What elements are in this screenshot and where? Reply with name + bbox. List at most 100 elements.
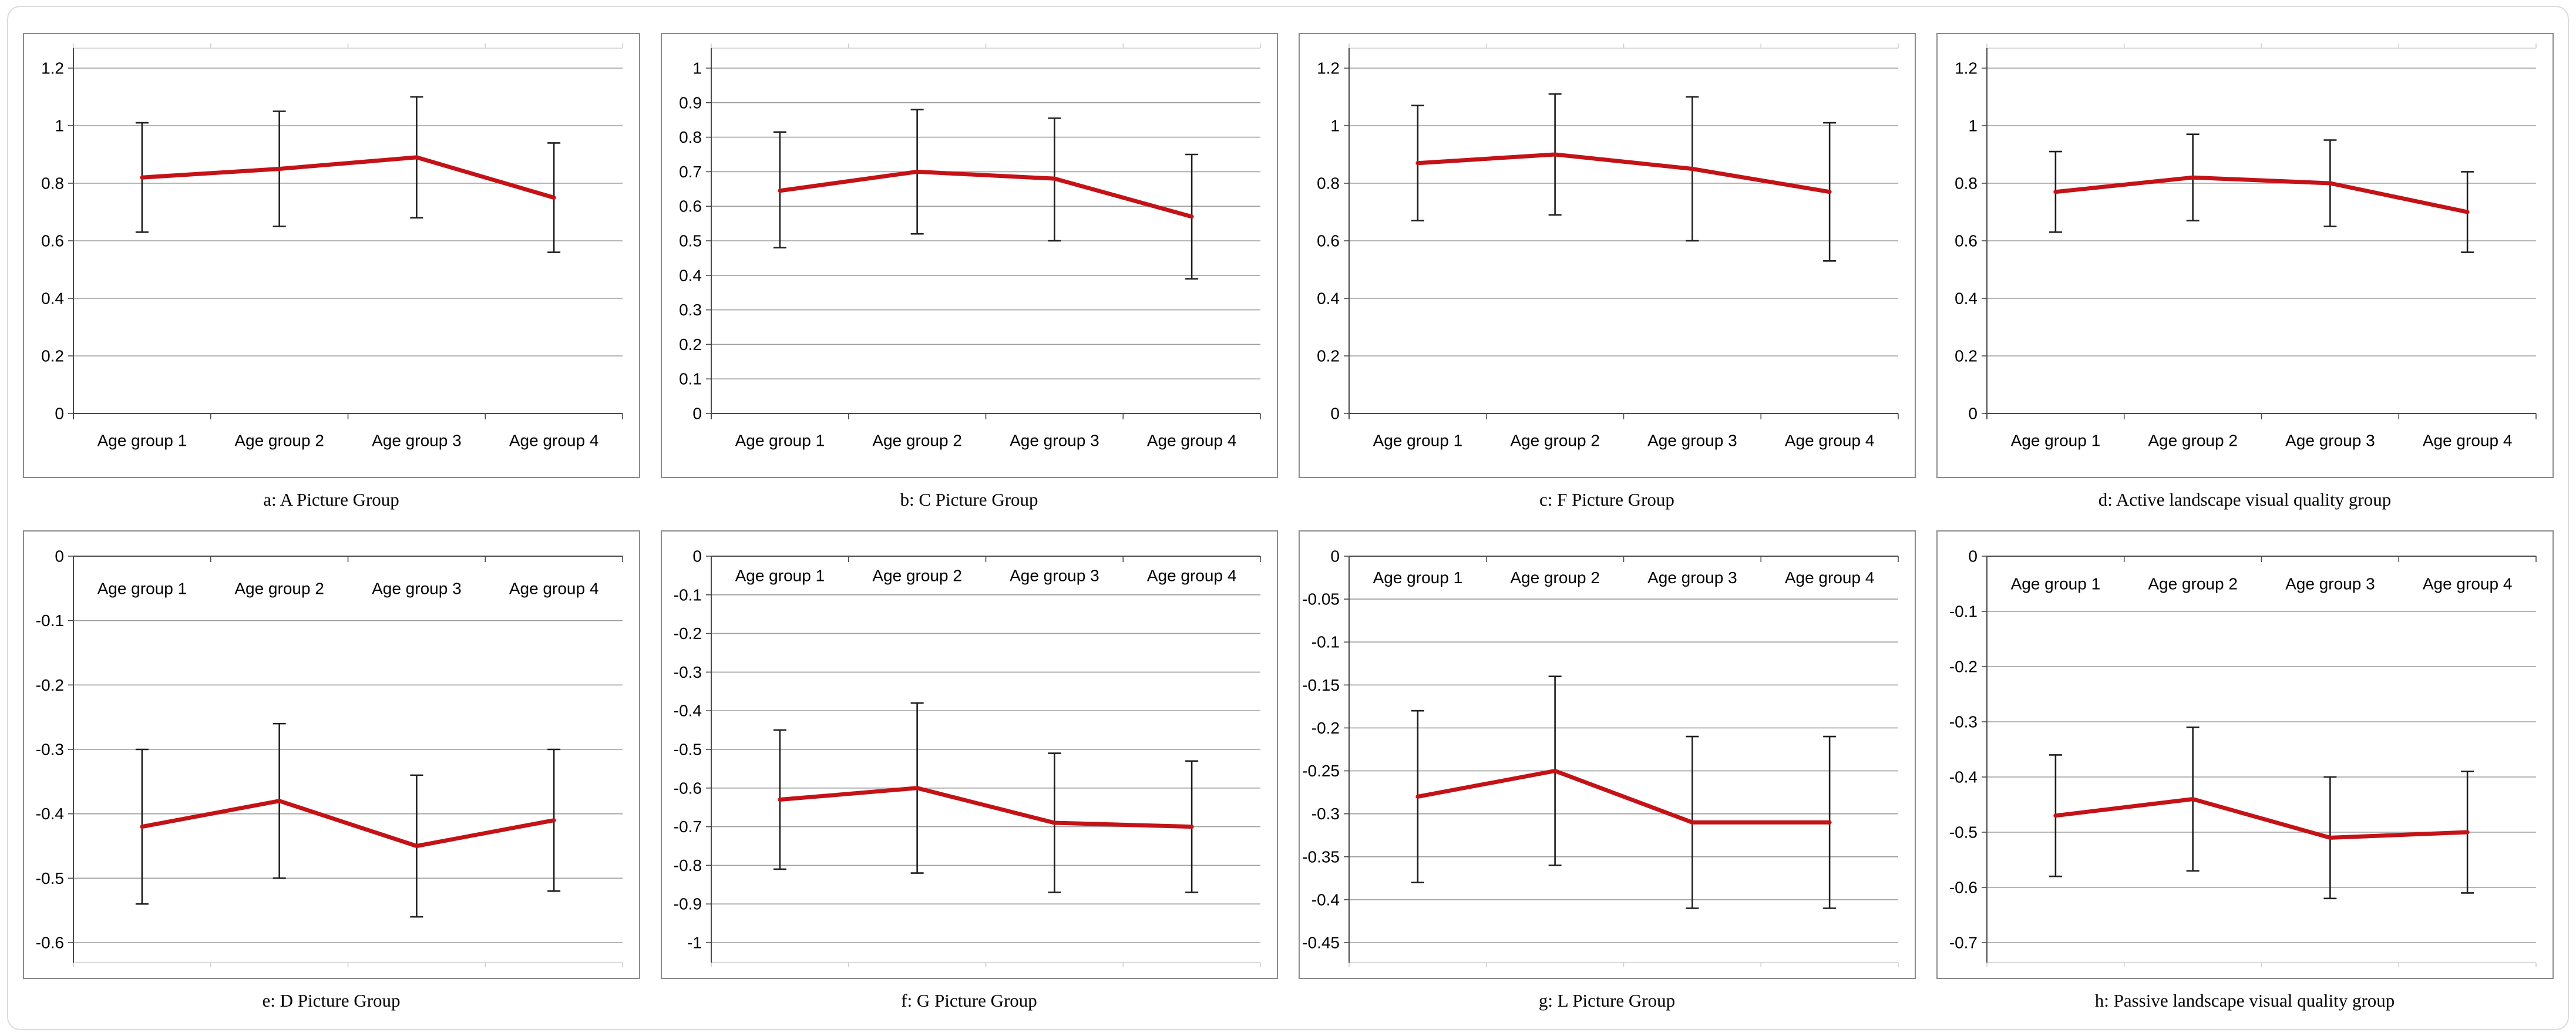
svg-text:-0.1: -0.1 bbox=[673, 586, 701, 604]
svg-text:-0.6: -0.6 bbox=[1949, 879, 1977, 897]
svg-text:-0.3: -0.3 bbox=[673, 663, 701, 681]
trend-line bbox=[777, 169, 1194, 219]
svg-text:-0.2: -0.2 bbox=[35, 676, 63, 694]
svg-text:0.5: 0.5 bbox=[679, 232, 702, 250]
svg-text:Age group 1: Age group 1 bbox=[97, 579, 187, 597]
svg-text:0.4: 0.4 bbox=[1317, 290, 1340, 308]
chart-caption-a: a: A Picture Group bbox=[263, 489, 399, 510]
svg-text:0.4: 0.4 bbox=[679, 266, 702, 284]
chart-caption-c: c: F Picture Group bbox=[1539, 489, 1674, 510]
svg-text:Age group 2: Age group 2 bbox=[2148, 432, 2238, 450]
axes bbox=[1981, 556, 2537, 963]
svg-text:Age group 1: Age group 1 bbox=[97, 432, 187, 450]
svg-text:0.6: 0.6 bbox=[679, 197, 702, 216]
error-bars bbox=[1411, 675, 1836, 909]
chart-cell-b: 0 0.1 0.2 0.3 0.4 0.5 0.6 0.7 0.8 0.9 1 Age group 1… bbox=[659, 33, 1279, 515]
svg-text:0.6: 0.6 bbox=[1317, 232, 1340, 250]
error-bars bbox=[773, 702, 1198, 893]
svg-text:-0.5: -0.5 bbox=[1949, 823, 1977, 842]
svg-text:-0.4: -0.4 bbox=[35, 805, 63, 823]
svg-text:0: 0 bbox=[1330, 547, 1340, 566]
error-bars bbox=[2049, 133, 2474, 253]
y-tick-labels: 0 0.2 0.4 0.6 0.8 1 1.2 bbox=[1317, 59, 1340, 423]
svg-text:-0.05: -0.05 bbox=[1302, 590, 1340, 608]
plot-edge bbox=[72, 43, 623, 49]
svg-text:0.6: 0.6 bbox=[1955, 232, 1978, 250]
svg-text:0: 0 bbox=[55, 547, 64, 566]
category-labels: Age group 1 Age group 2 Age group 3 Age gro… bbox=[735, 566, 1236, 584]
svg-text:Age group 4: Age group 4 bbox=[1784, 569, 1874, 587]
svg-text:Age group 2: Age group 2 bbox=[1510, 432, 1600, 450]
category-labels: Age group 1 Age group 2 Age group 3 Age gro… bbox=[97, 432, 598, 450]
svg-text:0.2: 0.2 bbox=[1955, 347, 1978, 365]
svg-text:-0.2: -0.2 bbox=[1949, 658, 1977, 676]
svg-text:Age group 3: Age group 3 bbox=[372, 432, 462, 450]
y-tick-labels: 0 0.2 0.4 0.6 0.8 1 1.2 bbox=[41, 59, 64, 423]
svg-text:-0.1: -0.1 bbox=[1311, 633, 1339, 651]
svg-text:Age group 2: Age group 2 bbox=[872, 432, 962, 450]
gridlines bbox=[73, 68, 623, 356]
category-labels: Age group 1 Age group 2 Age group 3 Age gro… bbox=[735, 432, 1236, 450]
svg-text:0: 0 bbox=[1330, 405, 1340, 423]
svg-text:-0.6: -0.6 bbox=[673, 779, 701, 797]
svg-text:Age group 3: Age group 3 bbox=[1647, 432, 1737, 450]
svg-text:-0.7: -0.7 bbox=[673, 818, 701, 836]
svg-text:0.8: 0.8 bbox=[1955, 174, 1978, 193]
svg-text:-0.1: -0.1 bbox=[1949, 603, 1977, 621]
chart-caption-e: e: D Picture Group bbox=[262, 990, 401, 1011]
chart-b-plot: 0 0.1 0.2 0.3 0.4 0.5 0.6 0.7 0.8 0.9 1 Age group 1… bbox=[679, 43, 1261, 450]
svg-text:Age group 4: Age group 4 bbox=[509, 579, 598, 597]
y-tick-labels: 0 -0.1 -0.2 -0.3 -0.4 -0.5 -0.6 bbox=[35, 547, 63, 952]
axes bbox=[68, 48, 623, 419]
svg-text:-0.3: -0.3 bbox=[35, 741, 63, 759]
y-tick-labels: 0 -0.05 -0.1 -0.15 -0.2 -0.25 -0.3 -0.35 -0.4 -0.… bbox=[1302, 547, 1340, 952]
svg-text:Age group 4: Age group 4 bbox=[2422, 432, 2512, 450]
trend-line bbox=[139, 155, 556, 200]
svg-text:0.8: 0.8 bbox=[1317, 174, 1340, 193]
svg-text:Age group 2: Age group 2 bbox=[1510, 569, 1600, 587]
gridlines bbox=[1986, 68, 2536, 356]
svg-text:-0.7: -0.7 bbox=[1949, 934, 1977, 952]
svg-text:Age group 4: Age group 4 bbox=[1784, 432, 1874, 450]
trend-line bbox=[2053, 175, 2470, 214]
trend-line bbox=[777, 786, 1194, 829]
chart-panel-e: 0 -0.1 -0.2 -0.3 -0.4 -0.5 -0.6 Age group 1 Age … bbox=[22, 530, 640, 979]
plot-edge bbox=[1986, 962, 2537, 967]
svg-text:Age group 3: Age group 3 bbox=[1647, 569, 1737, 587]
svg-text:Age group 4: Age group 4 bbox=[509, 432, 598, 450]
svg-text:-0.9: -0.9 bbox=[673, 895, 701, 913]
svg-text:Age group 1: Age group 1 bbox=[1373, 569, 1462, 587]
svg-text:-0.4: -0.4 bbox=[673, 702, 701, 720]
svg-text:1: 1 bbox=[55, 117, 64, 135]
axes bbox=[1343, 556, 1899, 963]
svg-text:-0.15: -0.15 bbox=[1302, 676, 1340, 694]
chart-caption-h: h: Passive landscape visual quality grou… bbox=[2094, 990, 2395, 1011]
svg-text:1: 1 bbox=[692, 59, 702, 78]
trend-line bbox=[139, 799, 556, 848]
chart-panel-g: 0 -0.05 -0.1 -0.15 -0.2 -0.25 -0.3 -0.35 -0.4 -0.… bbox=[1298, 530, 1916, 979]
chart-g-plot: 0 -0.05 -0.1 -0.15 -0.2 -0.25 -0.3 -0.35 -0.4 -0.… bbox=[1302, 547, 1899, 967]
svg-text:0.2: 0.2 bbox=[1317, 347, 1340, 365]
svg-text:0.4: 0.4 bbox=[1955, 290, 1978, 308]
svg-text:-0.3: -0.3 bbox=[1949, 713, 1977, 731]
svg-text:Age group 2: Age group 2 bbox=[234, 579, 324, 597]
chart-caption-b: b: C Picture Group bbox=[900, 489, 1038, 510]
category-labels: Age group 1 Age group 2 Age group 3 Age gro… bbox=[1373, 432, 1874, 450]
svg-text:Age group 4: Age group 4 bbox=[1146, 566, 1236, 584]
y-tick-labels: 0 0.2 0.4 0.6 0.8 1 1.2 bbox=[1955, 59, 1978, 423]
svg-text:-0.45: -0.45 bbox=[1302, 934, 1340, 952]
svg-text:Age group 3: Age group 3 bbox=[2285, 575, 2375, 593]
gridlines bbox=[1348, 598, 1898, 943]
trend-line bbox=[2053, 797, 2470, 840]
svg-text:0.2: 0.2 bbox=[679, 335, 702, 354]
svg-text:Age group 3: Age group 3 bbox=[372, 579, 462, 597]
svg-text:1.2: 1.2 bbox=[1955, 59, 1978, 78]
y-tick-labels: 0 -0.1 -0.2 -0.3 -0.4 -0.5 -0.6 -0.7 bbox=[1949, 547, 1977, 952]
error-bars bbox=[1411, 93, 1836, 262]
trend-line bbox=[1415, 152, 1832, 194]
svg-text:0.2: 0.2 bbox=[41, 347, 64, 365]
